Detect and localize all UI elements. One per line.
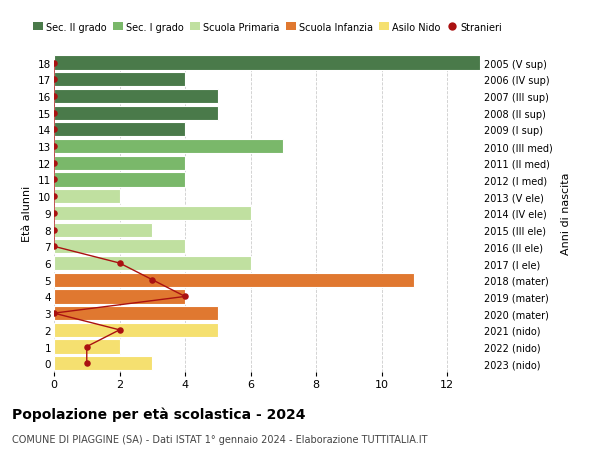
- Point: [49, 60, 59, 67]
- Legend: Sec. II grado, Sec. I grado, Scuola Primaria, Scuola Infanzia, Asilo Nido, Stran: Sec. II grado, Sec. I grado, Scuola Prim…: [29, 19, 506, 37]
- Bar: [54, 56, 480, 71]
- Bar: [54, 106, 218, 121]
- Point: [49, 176, 59, 184]
- Point: [49, 126, 59, 134]
- Point: [82, 343, 92, 351]
- Bar: [54, 356, 152, 370]
- Point: [49, 310, 59, 317]
- Y-axis label: Età alunni: Età alunni: [22, 185, 32, 241]
- Text: COMUNE DI PIAGGINE (SA) - Dati ISTAT 1° gennaio 2024 - Elaborazione TUTTITALIA.I: COMUNE DI PIAGGINE (SA) - Dati ISTAT 1° …: [12, 434, 427, 444]
- Bar: [54, 306, 218, 320]
- Bar: [54, 290, 185, 304]
- Point: [49, 193, 59, 201]
- Bar: [54, 257, 251, 270]
- Bar: [54, 90, 218, 104]
- Point: [180, 293, 190, 301]
- Point: [49, 76, 59, 84]
- Point: [148, 276, 157, 284]
- Point: [49, 93, 59, 101]
- Bar: [54, 273, 415, 287]
- Bar: [54, 340, 119, 354]
- Point: [49, 226, 59, 234]
- Text: Popolazione per età scolastica - 2024: Popolazione per età scolastica - 2024: [12, 406, 305, 421]
- Point: [82, 360, 92, 367]
- Bar: [54, 123, 185, 137]
- Bar: [54, 173, 185, 187]
- Bar: [54, 223, 152, 237]
- Point: [49, 243, 59, 251]
- Bar: [54, 157, 185, 170]
- Bar: [54, 190, 119, 204]
- Bar: [54, 240, 185, 254]
- Y-axis label: Anni di nascita: Anni di nascita: [561, 172, 571, 255]
- Bar: [54, 207, 251, 220]
- Point: [49, 143, 59, 151]
- Bar: [54, 140, 283, 154]
- Point: [115, 326, 124, 334]
- Bar: [54, 73, 185, 87]
- Point: [115, 260, 124, 267]
- Point: [49, 160, 59, 167]
- Bar: [54, 323, 218, 337]
- Point: [49, 110, 59, 117]
- Point: [49, 210, 59, 217]
